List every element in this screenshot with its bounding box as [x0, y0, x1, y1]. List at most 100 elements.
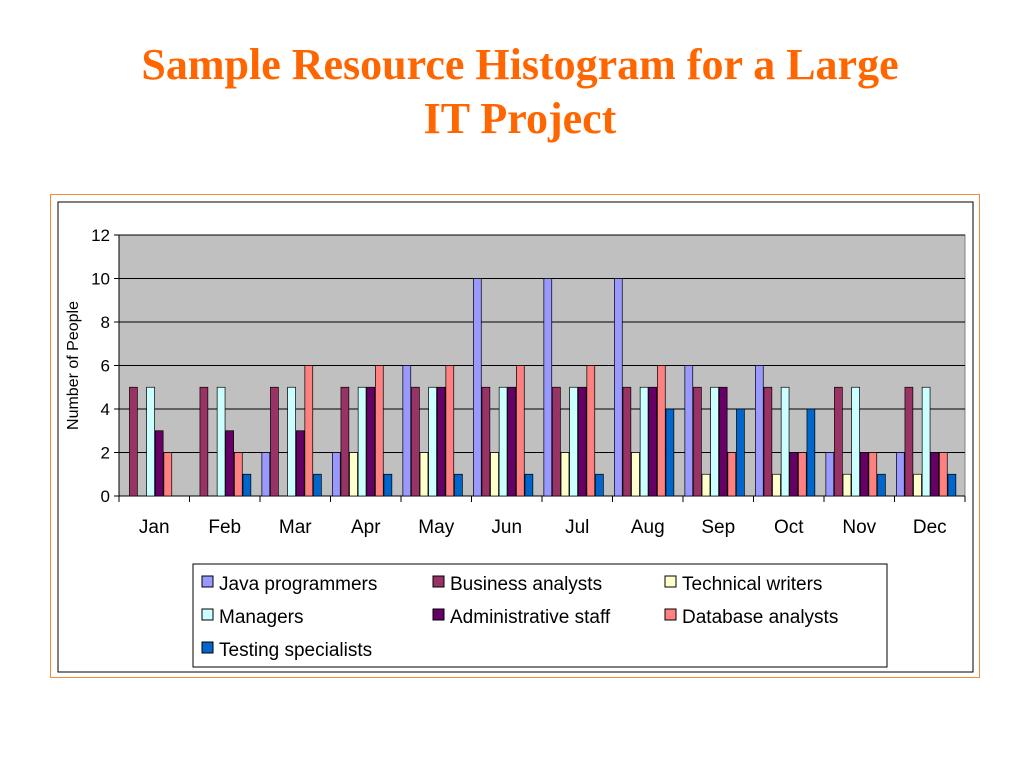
bar-technical-writers	[913, 473, 922, 497]
bar-database-analysts	[304, 365, 314, 497]
slide-title: Sample Resource Histogram for a Large IT…	[40, 38, 1000, 146]
x-tick-label: Jan	[139, 517, 170, 538]
bar-managers	[146, 386, 155, 497]
x-tick-label: Jul	[565, 517, 589, 538]
bar-managers	[780, 386, 790, 497]
bar-business-analysts	[129, 386, 138, 497]
bar-managers	[498, 386, 508, 497]
bar-administrative-staff	[225, 430, 235, 497]
bar-database-analysts	[938, 452, 948, 497]
bar-managers	[639, 386, 649, 497]
legend-label: Testing specialists	[219, 640, 372, 661]
bar-business-analysts	[270, 386, 279, 497]
y-tick-label: 2	[101, 444, 110, 463]
bar-java-programmers	[825, 452, 835, 497]
bar-administrative-staff	[859, 452, 869, 497]
bar-java-programmers	[332, 452, 341, 497]
legend-swatch	[664, 575, 677, 588]
bar-business-analysts	[904, 386, 914, 497]
y-tick-label: 0	[101, 487, 110, 506]
bar-java-programmers	[402, 365, 412, 497]
bar-managers	[921, 386, 931, 497]
x-tick-label: May	[418, 517, 454, 538]
y-axis-label: Number of People	[65, 301, 82, 430]
bar-database-analysts	[586, 365, 596, 497]
bar-technical-writers	[560, 452, 570, 497]
bar-administrative-staff	[718, 386, 728, 497]
legend-label: Java programmers	[219, 574, 377, 595]
bar-managers	[710, 386, 719, 497]
bar-testing-specialists	[736, 408, 745, 497]
bar-business-analysts	[622, 386, 632, 497]
bar-testing-specialists	[524, 473, 534, 497]
bar-managers	[357, 386, 367, 497]
bar-testing-specialists	[947, 473, 957, 497]
bar-technical-writers	[631, 452, 640, 497]
bar-business-analysts	[340, 386, 350, 497]
bar-business-analysts	[693, 386, 702, 497]
bar-business-analysts	[834, 386, 843, 497]
bar-administrative-staff	[789, 452, 799, 497]
bar-java-programmers	[895, 452, 905, 497]
bar-administrative-staff	[648, 386, 658, 497]
bar-administrative-staff	[930, 452, 940, 497]
bar-java-programmers	[473, 278, 482, 497]
bar-java-programmers	[684, 365, 694, 497]
bar-technical-writers	[772, 473, 781, 497]
chart-frame: 0 2 4 6 8 10 12 Number of People Jan Feb Mar Apr May…	[50, 194, 980, 678]
legend-swatch	[432, 575, 445, 588]
legend-swatch	[201, 608, 214, 621]
x-tick-label: Oct	[774, 517, 804, 538]
bar-business-analysts	[763, 386, 773, 497]
bar-business-analysts	[199, 386, 209, 497]
bar-testing-specialists	[242, 473, 252, 497]
x-tick-label: Feb	[208, 517, 241, 538]
bar-java-programmers	[543, 278, 553, 497]
bar-administrative-staff	[577, 386, 587, 497]
y-tick-label: 4	[101, 400, 110, 419]
bar-managers	[569, 386, 578, 497]
x-tick-label: Dec	[913, 517, 947, 538]
x-tick-label: Apr	[351, 517, 381, 538]
legend-swatch	[664, 608, 677, 621]
bar-database-analysts	[868, 452, 878, 497]
slide-title-line-2: IT Project	[423, 94, 617, 143]
bar-technical-writers	[490, 452, 499, 497]
bar-administrative-staff	[436, 386, 446, 497]
bar-administrative-staff	[507, 386, 517, 497]
bar-technical-writers	[701, 473, 711, 497]
bar-database-analysts	[516, 365, 525, 497]
bar-technical-writers	[842, 473, 852, 497]
bar-business-analysts	[411, 386, 420, 497]
x-tick-label: Aug	[631, 517, 665, 538]
x-tick-label: Jun	[491, 517, 522, 538]
bar-managers	[216, 386, 226, 497]
bar-database-analysts	[727, 452, 737, 497]
x-tick-label: Mar	[279, 517, 312, 538]
bar-testing-specialists	[806, 408, 816, 497]
legend-label: Technical writers	[682, 574, 822, 595]
legend-label: Database analysts	[682, 607, 838, 628]
legend-box	[192, 563, 888, 668]
legend-label: Managers	[219, 607, 304, 628]
y-tick-label: 10	[91, 270, 110, 289]
resource-histogram-chart: 0 2 4 6 8 10 12 Number of People Jan Feb Mar Apr May…	[57, 201, 974, 673]
bar-managers	[287, 386, 296, 497]
bar-java-programmers	[613, 278, 623, 497]
bar-database-analysts	[375, 365, 384, 497]
bar-testing-specialists	[454, 473, 463, 497]
bar-database-analysts	[797, 452, 807, 497]
bar-technical-writers	[349, 452, 358, 497]
legend-label: Business analysts	[450, 574, 602, 595]
bar-administrative-staff	[295, 430, 305, 497]
bar-administrative-staff	[154, 430, 164, 497]
bar-testing-specialists	[313, 473, 322, 497]
bar-testing-specialists	[383, 473, 393, 497]
bar-database-analysts	[163, 452, 173, 497]
bar-database-analysts	[656, 365, 666, 497]
bar-database-analysts	[445, 365, 455, 497]
y-tick-label: 12	[91, 226, 110, 245]
bar-business-analysts	[552, 386, 561, 497]
bar-business-analysts	[481, 386, 491, 497]
bar-testing-specialists	[595, 473, 604, 497]
